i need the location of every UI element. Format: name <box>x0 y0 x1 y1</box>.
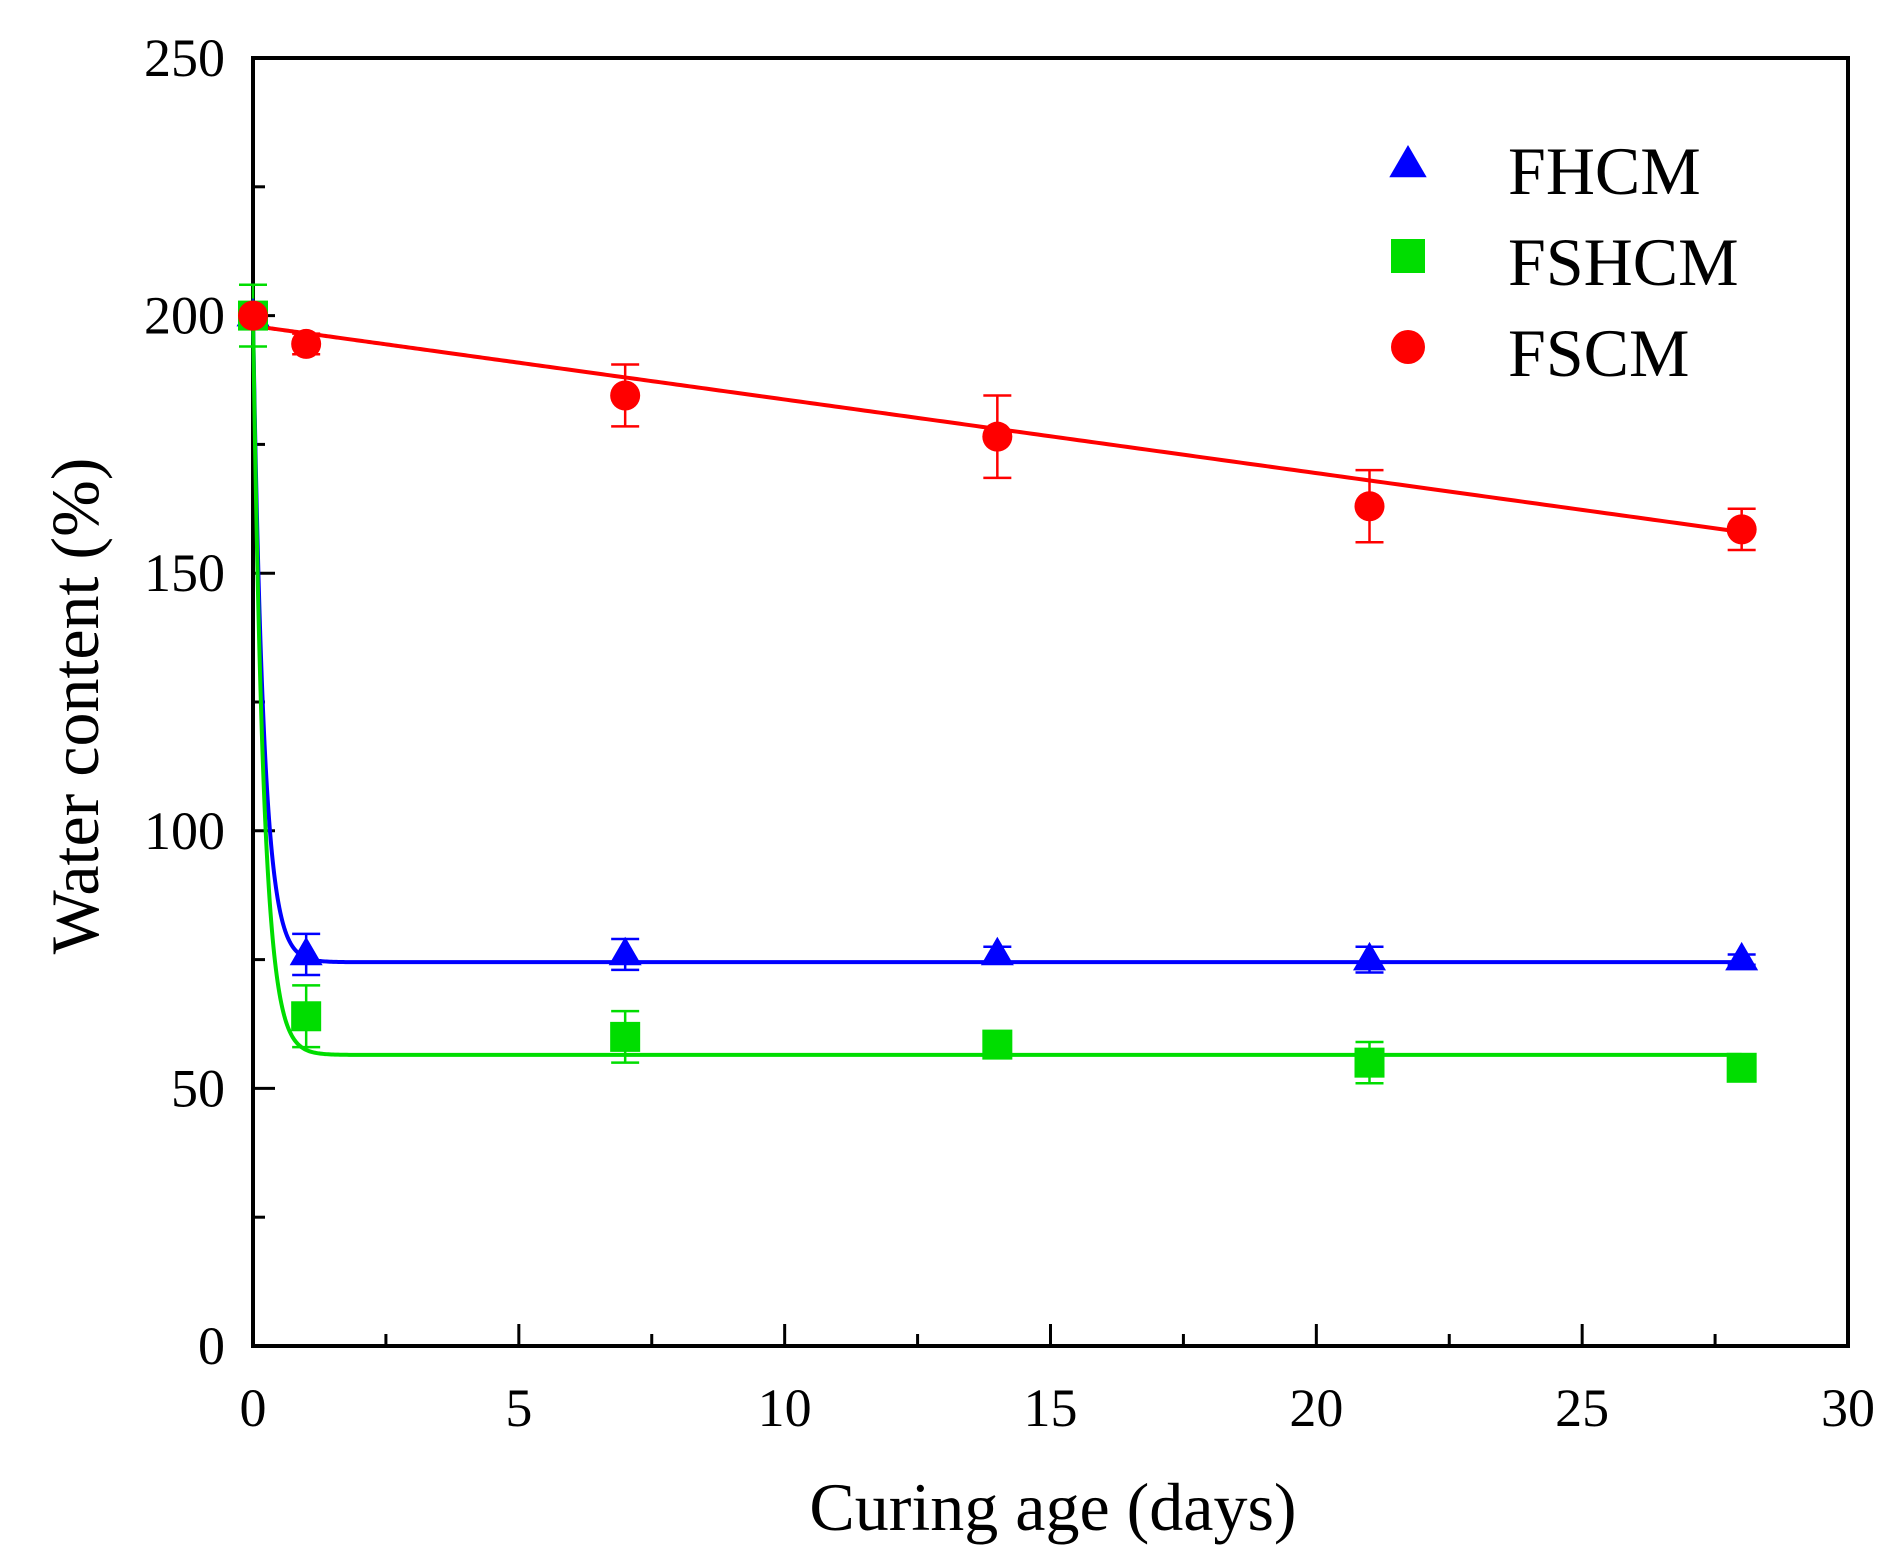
legend-marker-fhcm <box>1389 144 1427 178</box>
data-point-fhcm <box>1353 941 1386 971</box>
x-tick-label: 15 <box>1024 1378 1078 1438</box>
legend-label-fshcm: FSHCM <box>1508 224 1739 300</box>
legend-marker-fshcm <box>1391 239 1425 273</box>
legend-label-fscm: FSCM <box>1508 315 1689 391</box>
data-point-fscm <box>982 421 1013 452</box>
data-point-fscm <box>291 328 322 359</box>
data-point-fhcm <box>289 936 323 966</box>
data-point-fscm <box>1726 514 1757 545</box>
data-point-fshcm <box>1354 1047 1385 1078</box>
y-tick-label: 0 <box>198 1316 225 1376</box>
x-tick-label: 30 <box>1821 1378 1875 1438</box>
legend-marker-fscm <box>1391 330 1425 364</box>
data-point-fshcm <box>610 1021 641 1052</box>
y-tick-label: 200 <box>144 286 225 346</box>
fit-curve-fshcm <box>251 315 1742 1057</box>
data-point-fhcm <box>1725 941 1759 971</box>
y-tick-label: 250 <box>144 28 225 88</box>
y-tick-label: 100 <box>144 801 225 861</box>
data-point-fscm <box>1354 491 1385 522</box>
legend-label-fhcm: FHCM <box>1508 133 1701 209</box>
y-tick-label: 150 <box>144 543 225 603</box>
data-markers <box>236 297 1759 1083</box>
legend: FHCM FSHCM FSCM <box>1389 133 1739 391</box>
x-tick-label: 25 <box>1555 1378 1609 1438</box>
data-point-fhcm <box>608 936 642 966</box>
x-axis-title: Curing age (days) <box>809 1469 1296 1545</box>
x-tick-label: 20 <box>1289 1378 1343 1438</box>
y-tick-label: 50 <box>171 1058 225 1118</box>
data-point-fscm <box>238 300 268 331</box>
data-point-fshcm <box>291 1001 322 1032</box>
fit-curve-fscm <box>251 323 1742 534</box>
x-tick-label: 5 <box>505 1378 532 1438</box>
data-point-fshcm <box>1726 1052 1757 1083</box>
x-tick-label: 10 <box>758 1378 812 1438</box>
x-tick-label: 0 <box>240 1378 267 1438</box>
data-point-fshcm <box>982 1029 1013 1060</box>
data-point-fscm <box>610 380 641 411</box>
data-point-fhcm <box>980 936 1014 966</box>
fit-curve-fhcm <box>251 315 1742 965</box>
axes: 0 5 10 15 20 25 30 0 50 100 150 200 250 <box>144 28 1875 1438</box>
fit-curves <box>251 315 1742 1057</box>
y-axis-title: Water content (%) <box>37 458 113 955</box>
